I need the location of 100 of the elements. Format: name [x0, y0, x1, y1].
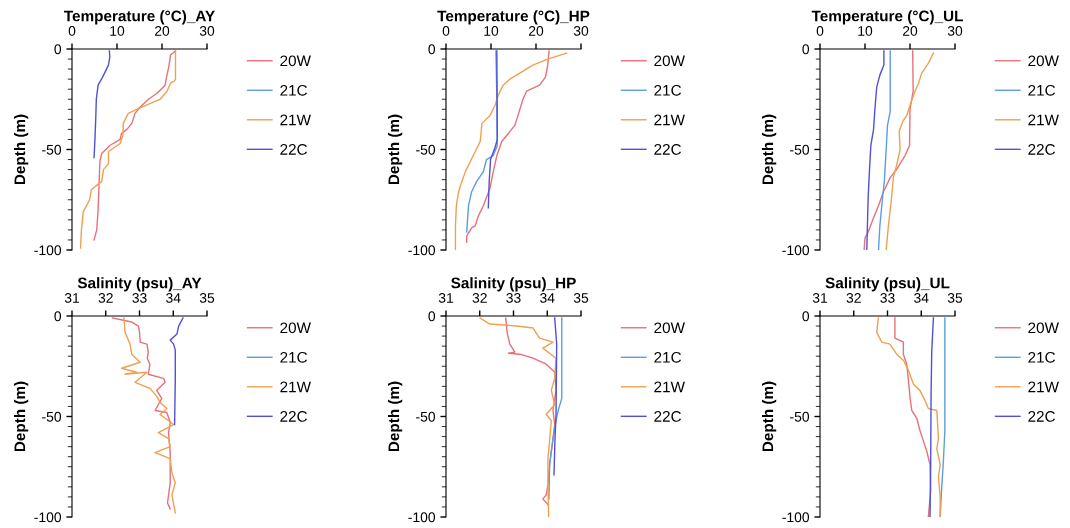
- x-tick-label: 34: [166, 293, 181, 303]
- y-tick-label: -50: [790, 411, 810, 422]
- x-tick-label: 32: [846, 293, 861, 303]
- x-tick-label: 34: [914, 293, 929, 303]
- y-axis-title: Depth (m): [387, 381, 403, 452]
- legend-label: 21W: [654, 381, 685, 393]
- y-tick-label: -100: [408, 245, 436, 256]
- x-tick-label: 35: [947, 293, 963, 303]
- x-tick-label: 30: [199, 26, 215, 36]
- y-tick-label: 0: [54, 311, 62, 322]
- legend-label: 21C: [280, 351, 308, 363]
- chart-title: Salinity (psu)_AY: [77, 277, 202, 292]
- legend-label: 20W: [654, 55, 685, 67]
- line-series: [929, 317, 935, 517]
- x-tick-label: 32: [98, 293, 113, 303]
- line-series: [93, 50, 177, 241]
- y-axis-title: Depth (m): [761, 114, 777, 185]
- legend-label: 21W: [1028, 114, 1059, 126]
- line-series: [487, 50, 498, 209]
- line-series: [466, 50, 550, 243]
- legend-label: 22C: [654, 410, 682, 422]
- y-tick-label: -50: [42, 411, 62, 422]
- y-axis-title: Depth (m): [13, 114, 29, 185]
- x-tick-label: 31: [64, 293, 80, 303]
- x-tick-label: 20: [528, 26, 544, 36]
- line-series: [553, 317, 558, 476]
- legend-label: 21C: [654, 351, 682, 363]
- x-tick-label: 31: [812, 293, 828, 303]
- line-series: [111, 317, 171, 510]
- y-tick-label: -50: [790, 144, 810, 155]
- line-series: [876, 317, 941, 517]
- x-tick-label: 32: [472, 293, 487, 303]
- y-tick-label: -100: [34, 512, 62, 523]
- y-axis-title: Depth (m): [761, 381, 777, 452]
- legend-label: 22C: [654, 143, 682, 155]
- line-series: [454, 52, 568, 250]
- legend-label: 21C: [1028, 84, 1056, 96]
- x-tick-label: 30: [947, 26, 963, 36]
- legend-label: 22C: [280, 410, 308, 422]
- y-tick-label: 0: [802, 44, 810, 55]
- legend-label: 20W: [280, 55, 311, 67]
- x-tick-label: 31: [438, 293, 454, 303]
- chart-title: Salinity (psu)_UL: [825, 277, 950, 292]
- x-tick-label: 10: [484, 26, 499, 36]
- legend-label: 20W: [1028, 55, 1059, 67]
- y-tick-label: -50: [42, 144, 62, 155]
- y-tick-label: 0: [428, 311, 436, 322]
- y-tick-label: -100: [408, 512, 436, 523]
- x-tick-label: 20: [902, 26, 918, 36]
- x-tick-label: 30: [573, 26, 589, 36]
- legend-label: 20W: [280, 322, 311, 334]
- y-tick-label: 0: [802, 311, 810, 322]
- line-series: [894, 317, 932, 517]
- line-series: [877, 50, 891, 250]
- legend-label: 21W: [280, 114, 311, 126]
- x-tick-label: 20: [154, 26, 170, 36]
- y-tick-label: -50: [416, 144, 436, 155]
- legend-label: 21C: [654, 84, 682, 96]
- y-tick-label: -100: [782, 245, 810, 256]
- legend-label: 21W: [654, 114, 685, 126]
- x-tick-label: 33: [506, 293, 521, 303]
- legend-label: 20W: [1028, 322, 1059, 334]
- x-tick-label: 33: [880, 293, 895, 303]
- y-tick-label: 0: [428, 44, 436, 55]
- x-tick-label: 33: [132, 293, 147, 303]
- legend-label: 21C: [1028, 351, 1056, 363]
- y-axis-title: Depth (m): [387, 114, 403, 185]
- line-series: [548, 317, 563, 500]
- y-tick-label: -50: [416, 411, 436, 422]
- line-series: [120, 317, 176, 514]
- legend-label: 22C: [1028, 410, 1056, 422]
- legend-label: 20W: [654, 322, 685, 334]
- x-tick-label: 0: [816, 26, 824, 36]
- legend-label: 22C: [1028, 143, 1056, 155]
- y-tick-label: 0: [54, 44, 62, 55]
- y-tick-label: -100: [34, 245, 62, 256]
- x-tick-label: 34: [540, 293, 555, 303]
- x-tick-label: 10: [110, 26, 125, 36]
- chart-title: Temperature (°C)_AY: [64, 10, 215, 25]
- x-tick-label: 0: [442, 26, 450, 36]
- line-series: [479, 317, 557, 517]
- legend-label: 21C: [280, 84, 308, 96]
- x-tick-label: 35: [573, 293, 589, 303]
- x-tick-label: 10: [858, 26, 873, 36]
- line-series: [885, 52, 935, 250]
- legend-label: 22C: [280, 143, 308, 155]
- legend-label: 21W: [1028, 381, 1059, 393]
- chart-title: Temperature (°C)_HP: [437, 10, 590, 25]
- y-axis-title: Depth (m): [13, 381, 29, 452]
- y-tick-label: -100: [782, 512, 810, 523]
- chart-title: Salinity (psu)_HP: [451, 277, 576, 292]
- x-tick-label: 0: [68, 26, 76, 36]
- x-tick-label: 35: [199, 293, 215, 303]
- line-series: [93, 50, 111, 159]
- chart-title: Temperature (°C)_UL: [811, 10, 963, 25]
- legend-label: 21W: [280, 381, 311, 393]
- line-series: [169, 317, 184, 426]
- line-series: [863, 50, 914, 250]
- line-series: [866, 50, 885, 250]
- line-series: [79, 50, 177, 249]
